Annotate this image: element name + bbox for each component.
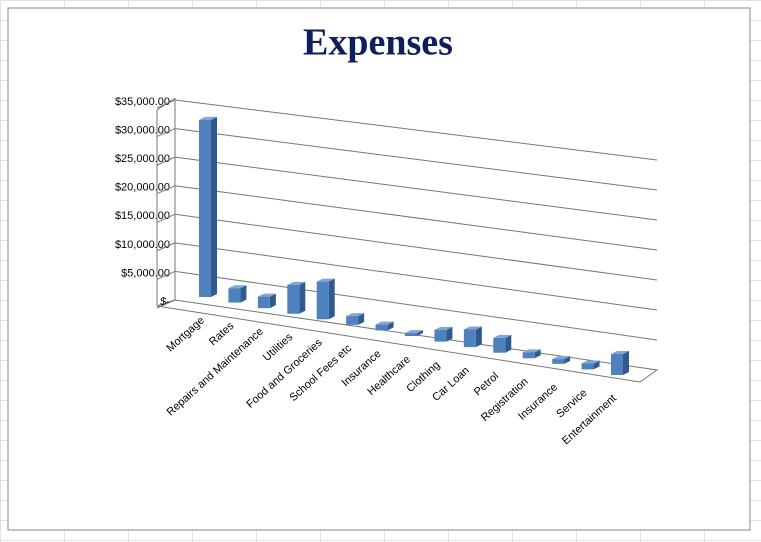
bar-side <box>505 334 512 353</box>
bar-top <box>581 360 600 364</box>
bar <box>405 330 423 336</box>
bar-top <box>405 330 423 334</box>
bar <box>611 351 629 375</box>
bar <box>434 326 453 342</box>
y-tick-label: $15,000.00 <box>115 210 170 222</box>
bar <box>581 360 600 370</box>
bar-front <box>316 281 329 320</box>
bar <box>375 321 394 331</box>
bar-front <box>405 333 417 336</box>
bar-top <box>552 356 571 360</box>
bar-front <box>493 337 506 353</box>
bar-top <box>257 293 276 297</box>
tick-mark <box>156 185 176 195</box>
tick-mark <box>156 99 176 109</box>
bar-front <box>257 296 270 309</box>
bar-top <box>463 326 482 330</box>
grid-line <box>174 270 658 341</box>
y-tick-label: $20,000.00 <box>115 182 170 194</box>
bar-side <box>534 349 541 359</box>
bar-side <box>387 321 394 331</box>
bar-side <box>240 285 247 303</box>
bar-side <box>475 326 482 348</box>
grid-line <box>174 99 658 161</box>
tick-mark <box>156 299 176 309</box>
bar-side <box>446 326 453 342</box>
bar-top <box>346 313 365 317</box>
bar-side <box>328 278 335 320</box>
tick-mark <box>156 270 176 280</box>
y-tick-label: $30,000.00 <box>115 124 170 136</box>
y-tick-label: $25,000.00 <box>115 153 170 165</box>
bar-side <box>623 351 629 375</box>
bar-top <box>611 351 629 354</box>
bar-front <box>463 329 476 348</box>
bar-front <box>228 288 241 303</box>
bar <box>316 278 335 320</box>
grid-line <box>174 213 658 281</box>
bar-front <box>434 329 447 342</box>
bar <box>552 356 571 364</box>
bar-top <box>493 334 512 338</box>
bar-front <box>375 324 388 331</box>
tick-mark <box>156 242 176 252</box>
bar-top <box>199 116 217 120</box>
bar <box>228 285 247 303</box>
bar-top <box>434 326 453 330</box>
y-tick-label: $5,000.00 <box>121 267 170 279</box>
bar <box>346 313 365 325</box>
bar-front <box>199 119 211 297</box>
bar-side <box>211 116 217 297</box>
chart-title: Expenses <box>303 22 453 64</box>
bar-top <box>287 281 306 285</box>
bar-top <box>228 285 247 289</box>
bar-top <box>316 278 335 282</box>
bar-front <box>611 354 623 375</box>
bar-side <box>299 281 306 314</box>
bar-side <box>564 356 571 364</box>
bar-front <box>552 359 565 364</box>
bar <box>463 326 482 348</box>
bar-front <box>522 352 535 359</box>
bar-side <box>593 360 600 370</box>
bar <box>287 281 306 314</box>
tick-mark <box>156 213 176 223</box>
bar-side <box>269 293 276 309</box>
bar <box>493 334 512 353</box>
bar-front <box>346 316 359 325</box>
grid-line <box>174 242 658 311</box>
grid-line <box>174 128 658 191</box>
y-tick-label: $10,000.00 <box>115 239 170 251</box>
bar-top <box>522 349 541 353</box>
tick-mark <box>156 128 176 138</box>
tick-mark <box>156 156 176 166</box>
chart-area <box>7 7 751 531</box>
bar <box>522 349 541 359</box>
grid-line <box>174 156 658 221</box>
y-tick-label: $35,000.00 <box>115 96 170 108</box>
bar <box>199 116 217 297</box>
bar-top <box>375 321 394 325</box>
bar-side <box>417 330 423 336</box>
bar-front <box>581 363 594 370</box>
bar <box>257 293 276 309</box>
bar-front <box>287 284 300 314</box>
bar-side <box>358 313 365 325</box>
grid-line <box>174 185 658 251</box>
y-tick-label: $- <box>160 296 170 308</box>
